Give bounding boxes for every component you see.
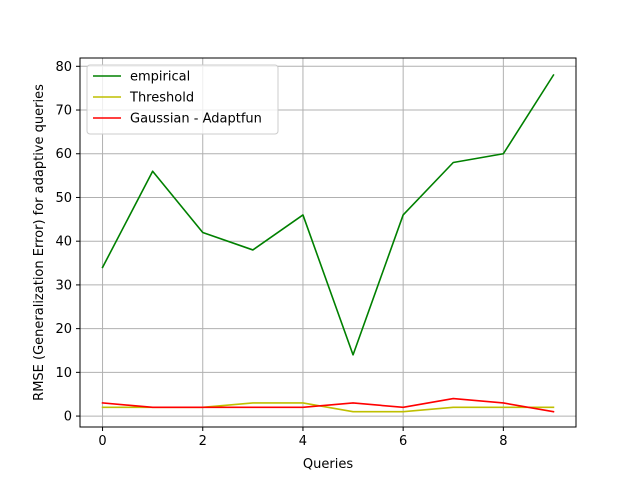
legend-label: Threshold: [129, 91, 194, 106]
y-tick-label: 20: [55, 322, 72, 337]
legend-box: [86, 64, 279, 135]
y-tick-label: 50: [55, 191, 72, 206]
y-tick-label: 60: [55, 147, 72, 162]
y-tick-label: 80: [55, 60, 72, 75]
x-tick-label: 0: [98, 434, 106, 449]
series-line-2: [101, 397, 555, 413]
series-lines: [101, 73, 555, 413]
y-tick-label: 70: [55, 104, 72, 119]
plot-frame: [79, 57, 577, 428]
x-tick-label: 8: [499, 434, 507, 449]
y-tick-label: 40: [55, 235, 72, 250]
x-axis-label: Queries: [303, 457, 353, 472]
legend: empirical Threshold Gaussian - Adaptfun: [86, 64, 279, 135]
y-tick-label: 0: [64, 410, 72, 425]
x-tick-label: 6: [399, 434, 407, 449]
series-line-0: [101, 73, 555, 356]
y-tick-label: 30: [55, 278, 72, 293]
y-tick-label: 10: [55, 366, 72, 381]
legend-label: empirical: [130, 70, 190, 85]
grid: [80, 58, 576, 427]
y-axis-label: RMSE (Generalization Error) for adaptive…: [32, 84, 47, 401]
x-tick-label: 2: [199, 434, 207, 449]
legend-label: Gaussian - Adaptfun: [130, 112, 262, 127]
x-tick-label: 4: [299, 434, 307, 449]
